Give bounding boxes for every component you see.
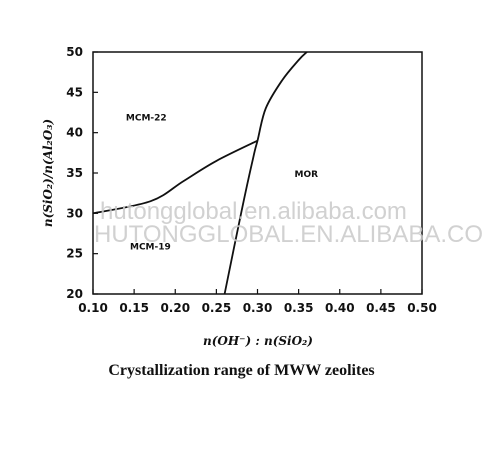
y-axis-ticks: 20 25 30 35 40 45 50 <box>66 45 98 301</box>
y-tick-label: 20 <box>66 287 83 301</box>
y-tick-label: 30 <box>66 206 83 220</box>
watermark-group: hutongglobal.en.alibaba.com HUTONGGLOBAL… <box>94 198 483 248</box>
region-label: MCM-22 <box>126 114 167 124</box>
chart-caption: Crystallization range of MWW zeolites <box>108 362 375 379</box>
x-tick-label: 0.10 <box>78 301 108 315</box>
watermark-text: hutongglobal.en.alibaba.com <box>100 198 407 225</box>
region-label: MCM-19 <box>130 243 171 253</box>
y-tick-label: 40 <box>66 126 83 140</box>
x-tick-label: 0.50 <box>407 301 437 315</box>
y-tick-label: 25 <box>66 247 83 261</box>
y-tick-label: 45 <box>66 85 83 99</box>
x-tick-label: 0.45 <box>366 301 396 315</box>
x-tick-label: 0.15 <box>119 301 149 315</box>
y-axis-label: n(SiO₂)/n(Al₂O₃) <box>41 119 55 227</box>
x-tick-label: 0.40 <box>325 301 355 315</box>
y-tick-label: 35 <box>66 166 83 180</box>
phase-boundaries <box>92 51 308 295</box>
x-tick-label: 0.25 <box>202 301 232 315</box>
region-label: MOR <box>295 170 319 180</box>
x-axis-label: n(OH⁻) : n(SiO₂) <box>203 334 313 348</box>
plot-frame <box>92 51 423 295</box>
watermark-text: HUTONGGLOBAL.EN.ALIBABA.COM <box>94 221 483 248</box>
x-axis-ticks: 0.10 0.15 0.20 0.25 0.30 0.35 0.40 0.45 0.50 <box>78 289 437 315</box>
phase-boundary-1 <box>92 139 258 215</box>
x-tick-label: 0.35 <box>284 301 314 315</box>
x-tick-label: 0.20 <box>160 301 190 315</box>
region-labels: MCM-22 MOR MCM-19 <box>126 114 318 253</box>
x-tick-label: 0.30 <box>243 301 273 315</box>
y-tick-label: 50 <box>66 45 83 59</box>
phase-boundary-2 <box>223 51 308 295</box>
